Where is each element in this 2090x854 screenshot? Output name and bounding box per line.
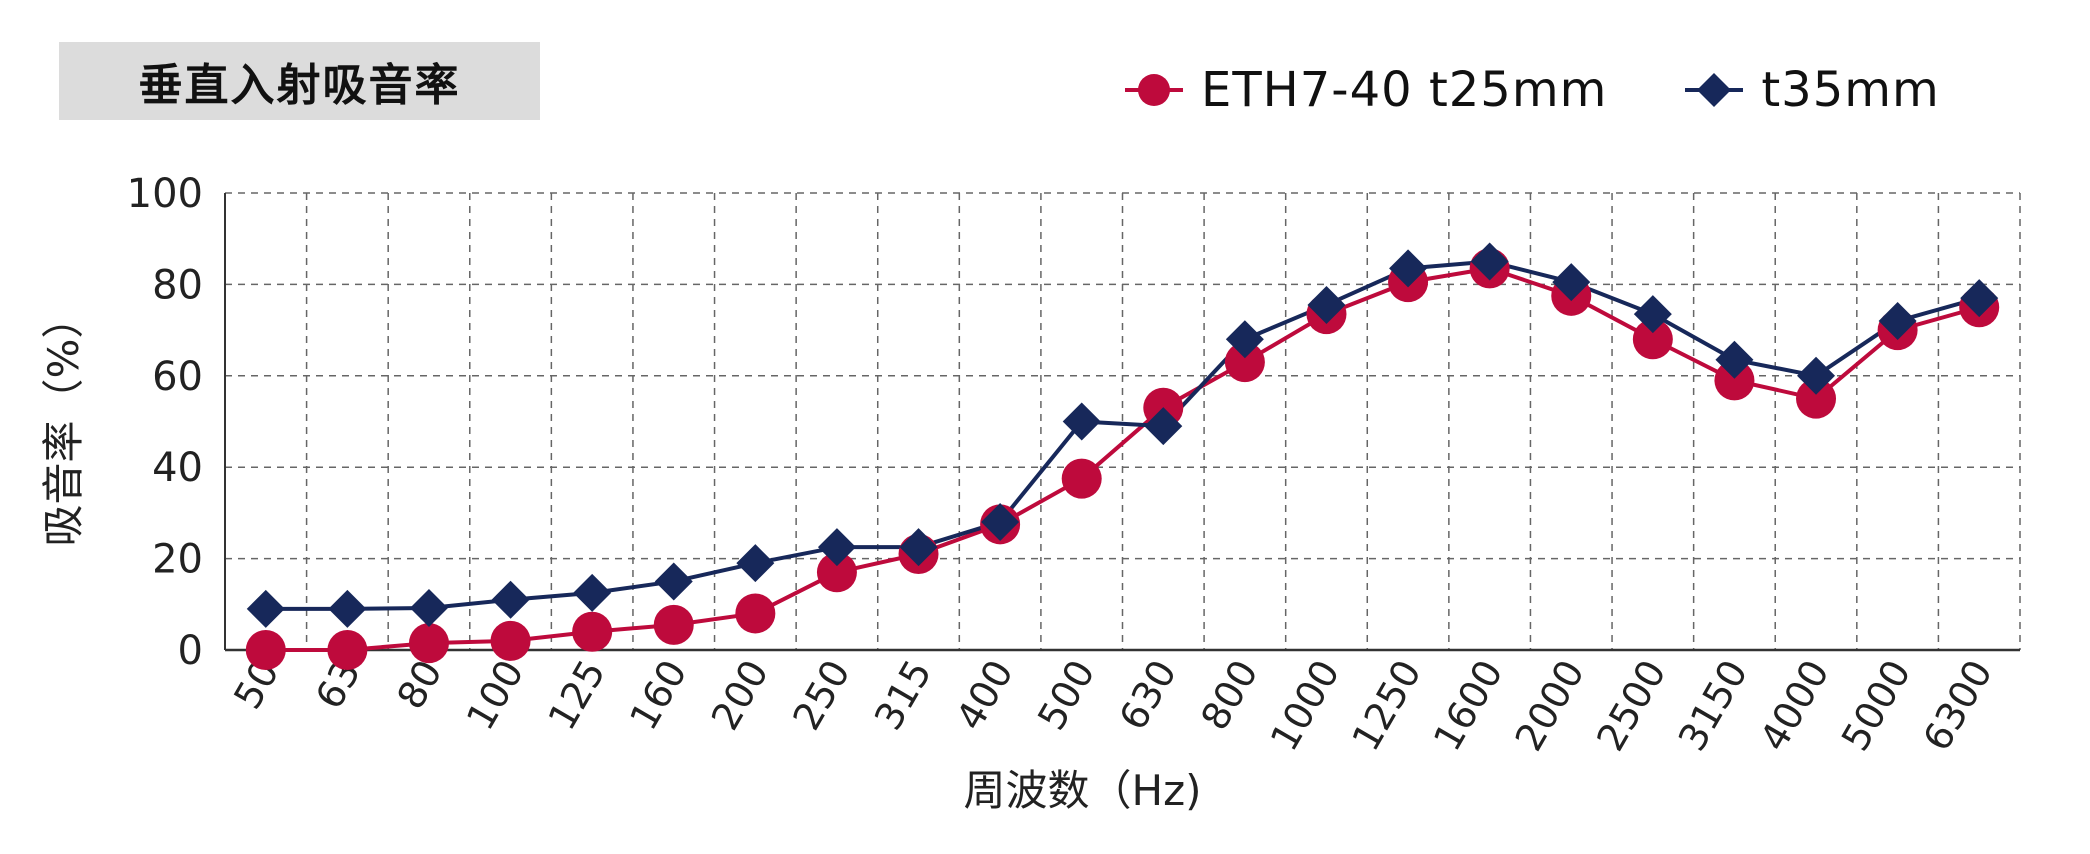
data-point-series2 <box>1552 263 1591 302</box>
data-point-series2 <box>1797 356 1836 395</box>
data-point-series2 <box>981 503 1020 542</box>
data-point-series2 <box>573 573 612 612</box>
legend-marker-circle-icon <box>1125 74 1183 106</box>
chart-title-box: 垂直入射吸音率 <box>59 42 540 120</box>
x-tick-label: 4000 <box>1751 653 1837 759</box>
legend-item-series2: t35mm <box>1685 62 1939 118</box>
data-point-series2 <box>817 528 856 567</box>
data-point-series2 <box>736 544 775 583</box>
data-point-series1 <box>245 630 286 670</box>
data-point-series1 <box>490 620 531 661</box>
x-tick-label: 250 <box>784 653 858 738</box>
chart-title: 垂直入射吸音率 <box>138 60 461 111</box>
data-point-series1 <box>1061 458 1102 499</box>
y-tick-label: 100 <box>127 171 203 217</box>
data-point-series2 <box>1633 295 1672 334</box>
x-tick-label: 80 <box>388 653 450 717</box>
x-tick-label: 160 <box>621 653 695 738</box>
x-tick-label: 2000 <box>1507 653 1593 759</box>
data-point-series2 <box>1715 340 1754 379</box>
data-point-series2 <box>491 580 530 619</box>
x-tick-label: 2500 <box>1588 653 1674 759</box>
data-point-series2 <box>654 562 693 601</box>
y-tick-label: 20 <box>152 537 203 583</box>
data-point-series2 <box>1960 279 1999 318</box>
data-point-series1 <box>1632 319 1673 360</box>
x-tick-label: 315 <box>866 653 940 738</box>
legend-label-series1: ETH7-40 t25mm <box>1201 62 1608 118</box>
data-point-series2 <box>1389 249 1428 288</box>
x-axis-label: 周波数（Hz) <box>963 766 1201 815</box>
data-point-series1 <box>1224 342 1265 383</box>
y-axis-label: 吸音率（%） <box>39 297 88 547</box>
data-point-series1 <box>327 630 368 670</box>
data-point-series2 <box>409 588 448 627</box>
data-point-series2 <box>328 589 367 628</box>
series-line-2 <box>265 259 1980 611</box>
data-point-series1 <box>408 623 449 664</box>
x-tick-label: 125 <box>540 653 614 738</box>
legend: ETH7-40 t25mm t35mm <box>1125 62 2018 118</box>
data-point-series1 <box>1796 378 1837 419</box>
series-line-1 <box>265 266 1980 652</box>
x-tick-label: 5000 <box>1833 653 1919 759</box>
data-point-series2 <box>1144 407 1183 446</box>
x-tick-label: 800 <box>1192 653 1266 738</box>
data-point-series1 <box>816 552 857 593</box>
x-tick-label: 1600 <box>1425 653 1511 759</box>
data-point-series1 <box>653 604 694 645</box>
x-tick-label: 100 <box>458 653 532 738</box>
data-point-series2 <box>1878 301 1917 340</box>
x-tick-label: 6300 <box>1915 653 2001 759</box>
data-point-series2 <box>1062 402 1101 441</box>
data-point-series2 <box>1307 285 1346 324</box>
y-tick-label: 60 <box>152 354 203 400</box>
legend-label-series2: t35mm <box>1761 62 1940 118</box>
x-tick-label: 630 <box>1111 653 1185 738</box>
x-tick-label: 1250 <box>1343 653 1429 759</box>
data-point-series1 <box>1714 360 1755 401</box>
y-tick-label: 40 <box>152 445 203 491</box>
legend-marker-diamond-icon <box>1685 73 1744 107</box>
x-tick-label: 400 <box>948 653 1022 738</box>
data-point-series2 <box>1225 320 1264 359</box>
y-tick-label: 0 <box>178 628 203 674</box>
data-point-series2 <box>1470 242 1509 281</box>
x-tick-label: 3150 <box>1670 653 1756 759</box>
x-tick-label: 1000 <box>1262 653 1348 759</box>
data-point-series1 <box>735 593 776 634</box>
data-point-series1 <box>572 611 613 652</box>
data-point-series2 <box>899 528 938 567</box>
x-tick-label: 500 <box>1029 653 1103 738</box>
y-tick-label: 80 <box>152 262 203 308</box>
x-tick-label: 200 <box>703 653 777 738</box>
legend-item-series1: ETH7-40 t25mm <box>1125 62 1607 118</box>
data-point-series2 <box>246 589 285 628</box>
